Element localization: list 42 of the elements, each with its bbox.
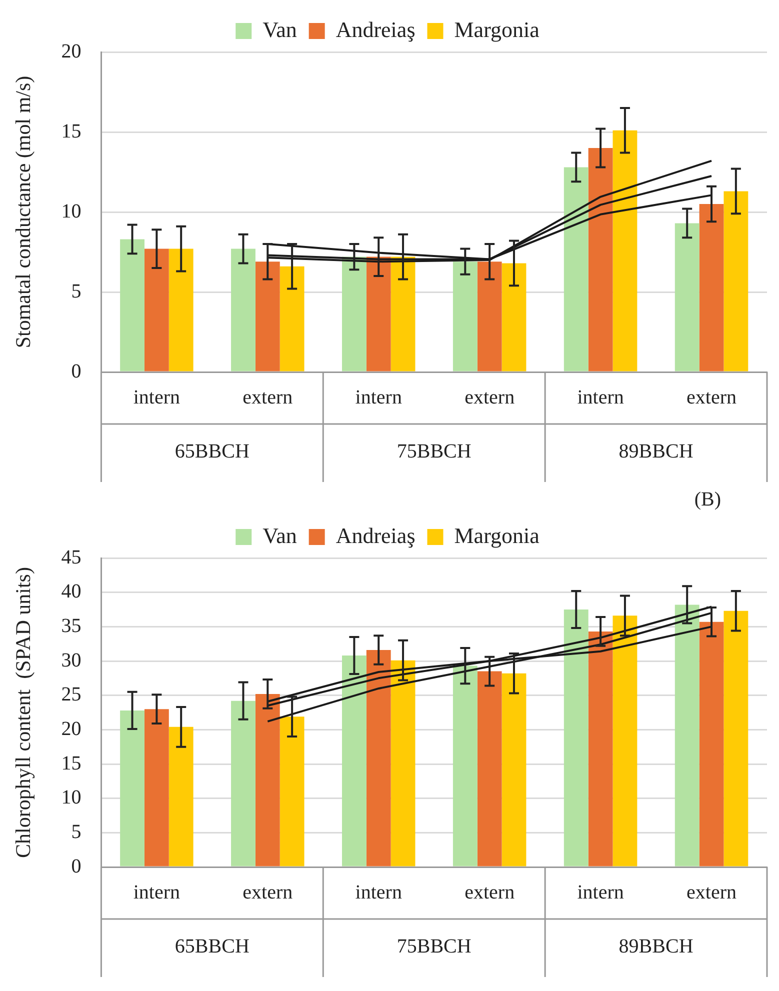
- y-tick-label: 20: [61, 40, 82, 62]
- x-tick-label: intern: [133, 386, 180, 408]
- text: 65BBCH: [174, 440, 250, 462]
- x-tick-label: extern: [686, 881, 737, 904]
- legend-label: Margonia: [454, 522, 540, 548]
- x-tick-label: extern: [686, 386, 737, 408]
- y-tick-label: 45: [61, 546, 82, 568]
- y-axis-title: Chlorophyll content (SPAD units): [11, 567, 36, 858]
- text: 65BBCH: [174, 935, 250, 958]
- x-tick-label: extern: [242, 881, 293, 904]
- x-tick-label: extern: [242, 386, 293, 408]
- y-tick-label: 15: [61, 120, 82, 142]
- text: 89BBCH: [618, 440, 694, 462]
- x-tick-label: intern: [577, 386, 624, 408]
- y-tick-label: 40: [61, 580, 82, 603]
- text: 75BBCH: [396, 440, 472, 462]
- text: (B): [694, 488, 721, 510]
- x-tick-label: intern: [577, 881, 624, 904]
- y-tick-label: 5: [71, 280, 82, 302]
- text: 75BBCH: [396, 935, 472, 958]
- y-axis-title: Stomatal conductance (mol m/s): [11, 76, 36, 348]
- x-tick-label: intern: [355, 386, 402, 408]
- y-tick-label: 30: [61, 649, 82, 672]
- legend-label: Van: [262, 16, 297, 42]
- y-tick-label: 25: [61, 684, 82, 706]
- text: 89BBCH: [618, 935, 694, 958]
- y-tick-label: 0: [71, 855, 82, 878]
- x-tick-label: extern: [464, 386, 515, 408]
- x-tick-label: extern: [464, 881, 515, 904]
- legend-label: Andreiaş: [336, 16, 416, 42]
- legend-label: Margonia: [454, 16, 540, 42]
- y-tick-label: 20: [61, 718, 82, 740]
- x-tick-label: intern: [133, 881, 180, 904]
- y-tick-label: 0: [71, 360, 82, 382]
- y-tick-label: 10: [61, 786, 82, 809]
- y-tick-label: 10: [61, 200, 82, 222]
- y-tick-label: 35: [61, 614, 82, 637]
- x-tick-label: intern: [355, 881, 402, 904]
- legend-label: Van: [262, 522, 297, 548]
- y-tick-label: 15: [61, 752, 82, 774]
- y-tick-label: 5: [71, 820, 82, 843]
- legend-label: Andreiaş: [336, 522, 416, 548]
